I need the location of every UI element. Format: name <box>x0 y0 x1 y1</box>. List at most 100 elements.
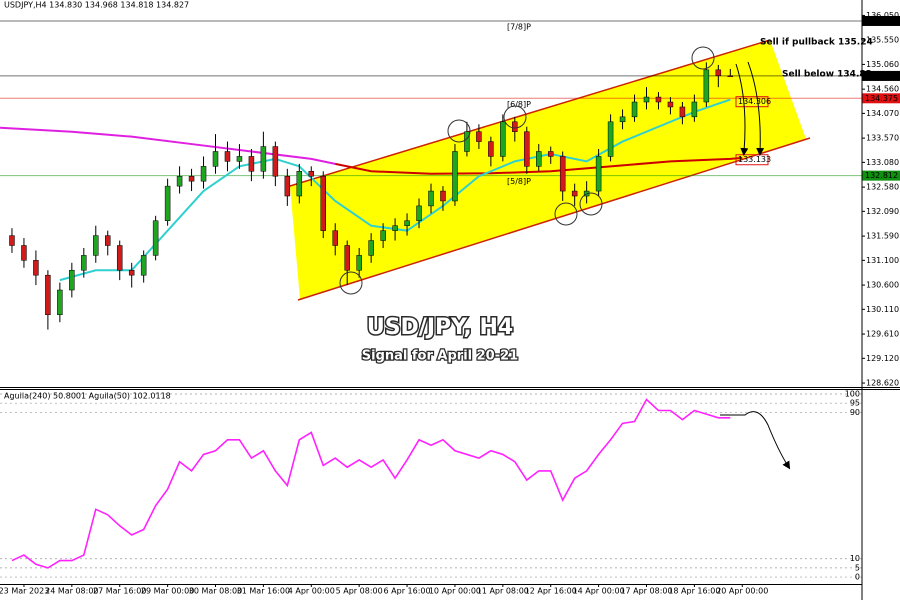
candle-body <box>691 101 698 118</box>
circle <box>503 105 527 129</box>
y-tick-label: 135.550 <box>866 36 899 45</box>
candle-body <box>607 121 614 157</box>
candle-body <box>128 269 135 276</box>
candle-body <box>57 289 63 316</box>
price-level-box <box>862 70 900 81</box>
candle-body <box>212 151 219 167</box>
candle-body <box>69 269 75 291</box>
circle <box>691 46 715 70</box>
candle-body <box>81 255 87 271</box>
moving-average <box>59 98 731 282</box>
candle-body <box>500 121 506 157</box>
candle-body <box>93 235 99 256</box>
candle-body <box>655 96 662 103</box>
candle-body <box>380 230 386 241</box>
y-tick-label: 5 <box>855 563 860 572</box>
candle-body <box>452 151 458 202</box>
x-tick-label: 4 Apr 00:00 <box>288 587 335 596</box>
x-tick-label: 5 Apr 08:00 <box>336 587 383 596</box>
x-tick-label: 23 Mar 2023 <box>0 587 49 596</box>
candle-body <box>428 190 434 207</box>
candle-body <box>536 151 542 167</box>
x-tick-label: 11 Apr 08:00 <box>477 587 529 596</box>
marker-box <box>735 96 769 108</box>
x-tick-label: 18 Apr 16:00 <box>668 587 720 596</box>
marker-label: 134.306 <box>738 97 771 106</box>
candle-body <box>679 106 686 118</box>
x-tick-label: 17 Apr 08:00 <box>620 587 672 596</box>
circle <box>554 202 578 226</box>
candle-body <box>727 75 734 78</box>
candle-body <box>464 131 470 152</box>
y-tick-label: 133.080 <box>866 158 899 167</box>
x-tick-label: 10 Apr 00:00 <box>429 587 481 596</box>
x-tick-label: 31 Mar 16:00 <box>237 587 290 596</box>
marker-label: 133.133 <box>738 155 771 164</box>
circle <box>447 119 471 143</box>
candle-body <box>631 101 638 118</box>
candle-body <box>332 230 338 246</box>
price-level-label: 135.938 <box>865 16 898 25</box>
candle-body <box>200 166 207 182</box>
arrow <box>735 63 749 156</box>
candle-body <box>368 240 374 256</box>
moving-average <box>0 126 336 165</box>
main-pane: 136.050 135.550 135.060 134.560 134.070 133.5… <box>0 11 900 388</box>
y-tick-label: 135.060 <box>866 60 899 69</box>
y-tick-label: 130.600 <box>866 281 899 290</box>
channel-bottom <box>297 137 811 301</box>
y-tick-label: 132.090 <box>866 207 899 216</box>
chart-subtitle: Signal for April 20-21 <box>362 349 518 364</box>
y-tick-label: 136.050 <box>866 11 899 20</box>
candle-body <box>356 255 362 271</box>
chart-title: USD/JPY, H4 <box>367 315 513 340</box>
y-tick-label: 130.110 <box>866 305 899 314</box>
candle-body <box>45 274 51 316</box>
candle-body <box>488 141 494 157</box>
x-tick-label: 29 Mar 00:00 <box>141 587 194 596</box>
x-tick-label: 12 Apr 16:00 <box>525 587 577 596</box>
price-level-label: 134.827 <box>865 71 898 80</box>
y-tick-label: 134.560 <box>866 85 899 94</box>
candle-body <box>152 220 159 256</box>
circle <box>579 192 603 216</box>
x-tick-label: 27 Mar 16:00 <box>93 587 146 596</box>
candle-body <box>188 175 195 182</box>
y-tick-label: 129.610 <box>866 330 899 339</box>
circle <box>339 271 363 295</box>
candle-body <box>248 156 255 172</box>
y-tick-label: 95 <box>850 399 860 408</box>
candle-body <box>105 235 111 246</box>
price-level-box <box>862 15 900 26</box>
candle-body <box>164 185 171 222</box>
annotation: Sell if pullback 135.24 <box>760 38 873 48</box>
candle-body <box>547 151 554 157</box>
y-tick-label: 129.120 <box>866 354 899 363</box>
candle-body <box>703 69 710 103</box>
y-tick-label: 128.620 <box>866 379 899 388</box>
candle-body <box>524 131 530 167</box>
candle-body <box>476 131 482 142</box>
candle-body <box>260 146 267 172</box>
candle-body <box>284 175 291 197</box>
x-tick-label: 6 Apr 16:00 <box>384 587 431 596</box>
candle-body <box>140 255 147 276</box>
oscillator-title: Aguila(240) 50.8001 Aguila(50) 102.0118 <box>4 392 171 401</box>
candle-body <box>571 190 578 197</box>
candle-body <box>559 156 566 192</box>
y-tick-label: 0 <box>855 573 860 582</box>
candle-body <box>296 171 303 197</box>
price-channel <box>290 40 806 299</box>
candle-body <box>320 175 326 231</box>
candle-body <box>308 171 315 177</box>
candle-body <box>619 116 626 123</box>
x-tick-label: 20 Apr 00:00 <box>716 587 768 596</box>
candle-body <box>272 146 279 177</box>
candle-body <box>236 156 243 162</box>
arrow <box>720 411 791 470</box>
candle-body <box>643 96 650 103</box>
candle-body <box>667 101 674 108</box>
arrow <box>747 61 765 156</box>
price-level-box <box>862 93 900 104</box>
